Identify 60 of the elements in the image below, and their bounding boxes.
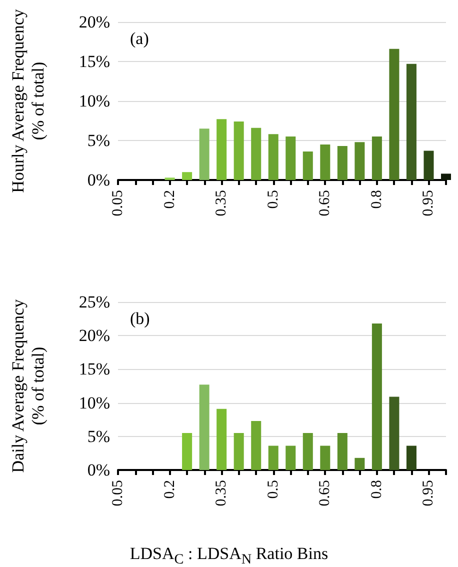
bar — [234, 122, 244, 180]
x-tick-label: 0.65 — [317, 190, 334, 216]
bar — [354, 142, 365, 180]
y-tick-label: 10% — [78, 92, 110, 110]
bar — [199, 384, 210, 470]
x-tick-label: 0.8 — [368, 190, 385, 209]
y-tick-label: 10% — [78, 393, 110, 412]
x-tick-label: 0.5 — [265, 190, 282, 209]
bar — [216, 119, 227, 180]
bar — [182, 172, 192, 180]
bar — [354, 458, 365, 470]
y-axis-title: Hourly Average Frequency (% of total) — [8, 8, 48, 193]
bar — [424, 150, 434, 180]
bar — [268, 446, 278, 470]
annotation: (a) — [130, 29, 149, 48]
x-tick-label: 0.35 — [214, 480, 230, 506]
bar — [234, 433, 244, 470]
x-tick-label: 0.2 — [162, 190, 178, 209]
x-tick-label: 0.05 — [110, 190, 126, 216]
x-tick-label: 0.95 — [420, 190, 437, 216]
bar — [389, 396, 400, 470]
y-tick-label: 0% — [87, 170, 110, 190]
bar — [337, 146, 348, 180]
bar — [268, 134, 278, 180]
bar — [251, 128, 262, 180]
bar — [389, 48, 400, 180]
bar — [302, 433, 313, 470]
x-tick-label: 0.8 — [368, 480, 385, 499]
x-tick-label: 0.5 — [265, 480, 282, 499]
bar — [286, 446, 296, 470]
bar — [406, 446, 416, 470]
y-tick-label: 15% — [78, 360, 110, 379]
bar — [440, 174, 452, 180]
bar — [251, 420, 262, 470]
y-tick-label: 20% — [78, 12, 110, 32]
y-tick-label: 5% — [87, 426, 110, 446]
y-tick-label: 0% — [87, 460, 110, 480]
bar — [302, 152, 313, 180]
x-tick-label: 0.95 — [420, 480, 437, 506]
bar — [372, 136, 382, 180]
bar — [199, 128, 210, 180]
bar — [320, 144, 330, 180]
bar — [216, 408, 227, 470]
x-tick-label: 0.65 — [317, 480, 334, 506]
x-axis-title: LDSA$_{C}$ : LDSA$_{N}$ Ratio Bins — [128, 544, 330, 567]
x-tick-label: 0.05 — [110, 480, 126, 506]
x-tick-label: 0.2 — [162, 480, 178, 499]
bar — [182, 433, 192, 470]
y-tick-label: 20% — [78, 326, 110, 346]
y-axis-title: Daily Average Frequency (% of total) — [8, 298, 48, 473]
bar — [320, 446, 330, 470]
y-tick-label: 15% — [78, 52, 110, 71]
bar — [286, 136, 296, 180]
annotation: (b) — [130, 309, 150, 328]
y-tick-label: 5% — [87, 131, 110, 150]
x-tick-label: 0.35 — [214, 190, 230, 216]
bar — [406, 64, 416, 180]
bar — [372, 324, 382, 470]
bar — [337, 433, 348, 470]
y-tick-label: 25% — [78, 292, 110, 312]
